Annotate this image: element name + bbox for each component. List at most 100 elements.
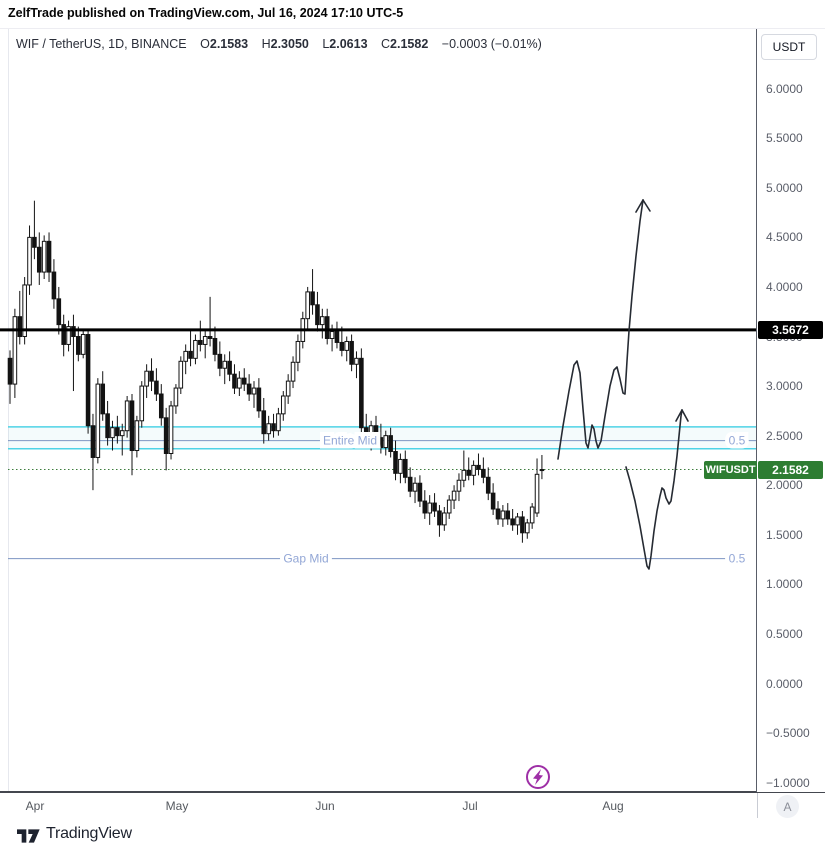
candle-up: [446, 499, 452, 514]
a-button[interactable]: A: [776, 795, 799, 818]
entire-mid-label: Entire Mid: [323, 434, 377, 448]
candle-down: [198, 339, 203, 345]
candle-up: [66, 326, 71, 345]
candle-down: [437, 510, 442, 526]
candle-down: [56, 298, 62, 326]
price-axis[interactable]: USDT 6.00005.50005.00004.50004.00003.500…: [756, 29, 825, 792]
candle-up: [529, 506, 535, 524]
candle-up: [41, 240, 47, 273]
candle-down: [105, 413, 110, 439]
month-label-may: May: [165, 799, 189, 813]
candle-down: [349, 340, 354, 365]
candle-down: [246, 383, 252, 395]
candle-down: [241, 377, 247, 385]
candle-up: [412, 482, 418, 492]
candle-down: [363, 427, 369, 442]
candle-down: [476, 464, 481, 470]
price-tick: 0.5000: [766, 626, 803, 641]
candle-down: [217, 353, 223, 369]
gap-mid-label: Gap Mid: [283, 552, 328, 566]
candle-down: [378, 437, 384, 449]
candle-down: [163, 417, 169, 454]
price-tick: 4.0000: [766, 279, 803, 294]
candle-up: [471, 464, 476, 476]
gap-mid-fib-label: 0.5: [729, 552, 746, 566]
tradingview-logo-icon[interactable]: [17, 826, 41, 846]
candle-down: [188, 350, 193, 359]
chart-svg[interactable]: Entire Mid 0.5 Gap Mid 0.5: [0, 29, 757, 792]
candle-down: [32, 236, 37, 248]
tradingview-wordmark[interactable]: TradingView: [46, 825, 132, 842]
candle-down: [481, 468, 486, 478]
candle-down: [212, 337, 218, 355]
month-label-apr: Apr: [25, 799, 45, 813]
candle-up: [383, 435, 389, 449]
bearish-then-bullish-projection[interactable]: [625, 409, 683, 570]
month-label-aug: Aug: [602, 799, 624, 813]
candle-down: [388, 435, 393, 453]
candle-down: [90, 425, 96, 458]
candle-down: [315, 304, 320, 326]
candle-up: [178, 360, 184, 389]
lightning-bolt-glyph: [533, 769, 543, 785]
candle-up: [144, 370, 149, 387]
candle-up: [139, 385, 145, 422]
plot-left-border: [8, 29, 9, 792]
time-axis[interactable]: Apr May Jun Jul Aug A: [0, 791, 825, 821]
candle-down: [466, 469, 472, 476]
candle-up: [134, 420, 140, 452]
candle-down: [407, 476, 413, 492]
price-tick: 2.0000: [766, 478, 803, 493]
price-tick: 3.0000: [766, 379, 803, 394]
ohlc-open: O2.1583: [200, 37, 249, 51]
arrow-head: [681, 409, 689, 422]
last-price-symbol-badge: WIFUSDT: [704, 460, 757, 479]
candle-up: [442, 512, 447, 526]
candle-up: [451, 490, 457, 501]
candle-up: [237, 377, 242, 389]
bullish-projection-main[interactable]: [557, 199, 644, 460]
candle-down: [36, 246, 42, 273]
candle-down: [85, 334, 91, 427]
arrow-head: [642, 199, 651, 212]
candle-down: [227, 360, 232, 375]
candle-down: [520, 516, 525, 534]
candle-up: [222, 360, 228, 369]
candle-down: [51, 271, 57, 300]
currency-toggle-button[interactable]: USDT: [761, 34, 817, 60]
candle-up: [515, 516, 520, 526]
time-axis-separator: [757, 793, 758, 820]
ohlc-high: H2.3050: [261, 37, 309, 51]
candle-up: [202, 336, 208, 345]
candle-up: [456, 479, 462, 492]
price-tick: 5.0000: [766, 180, 803, 195]
month-label-jul: Jul: [462, 799, 478, 813]
candle-down: [261, 410, 267, 435]
candle-down: [324, 316, 330, 339]
candle-up: [22, 284, 27, 338]
price-tick: 5.5000: [766, 131, 803, 146]
candle-up: [110, 427, 115, 439]
candle-down: [271, 423, 276, 432]
candle-up: [168, 405, 174, 454]
footer-bar: TradingView: [0, 818, 825, 852]
candle-down: [495, 508, 501, 520]
candle-up: [12, 316, 18, 385]
candle-down: [232, 373, 237, 389]
attribution-bar: ZelfTrade published on TradingView.com, …: [0, 0, 825, 28]
candle-down: [129, 400, 135, 452]
candle-up: [285, 380, 291, 397]
candle-up: [80, 334, 86, 355]
month-label-jun: Jun: [315, 799, 335, 813]
price-tick: 1.0000: [766, 577, 803, 592]
price-tick: 4.5000: [766, 230, 803, 245]
candle-up: [173, 387, 179, 407]
entire-mid-fib-label: 0.5: [729, 434, 746, 448]
symbol-title: WIF / TetherUS, 1D, BINANCE: [16, 37, 187, 51]
candle-down: [339, 341, 345, 351]
marked-level-badge: 3.5672: [758, 320, 823, 339]
candle-down: [256, 387, 262, 412]
candles: [7, 200, 545, 543]
candle-up: [124, 400, 130, 432]
candle-up: [354, 357, 359, 365]
